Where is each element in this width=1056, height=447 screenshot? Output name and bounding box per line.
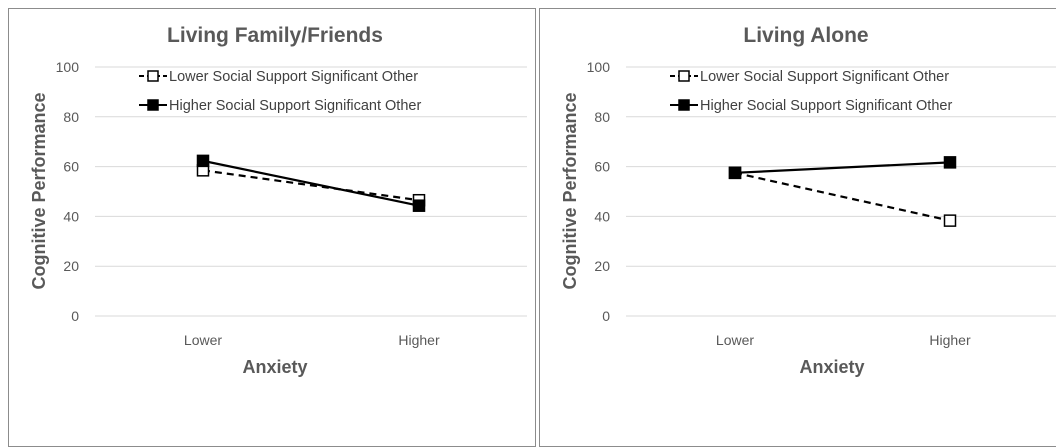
y-tick-label: 20 [63,258,79,274]
y-tick-label: 40 [594,208,610,224]
y-axis-title: Cognitive Performance [29,92,49,289]
x-tick-label: Lower [184,332,222,348]
data-point [412,199,426,212]
series-layer [728,156,957,227]
chart-panel-living-alone: Living Alone Anxiety Cognitive Performan… [539,8,1056,447]
y-tick-label: 60 [63,159,79,175]
legend-label: Lower Social Support Significant Other [169,69,418,85]
chart-living-family-friends: Living Family/Friends Anxiety Cognitive … [29,24,527,377]
series-line [734,171,951,222]
legend-marker [147,70,159,82]
series-layer [196,154,426,212]
data-point [943,214,957,227]
gridlines [95,66,527,317]
legend: Lower Social Support Significant Other Hi… [139,69,421,114]
x-tick-labels: Lower Higher [184,332,440,348]
y-tick-labels: 0 20 40 60 80 100 [56,59,80,324]
y-tick-labels: 0 20 40 60 80 100 [587,59,611,324]
legend: Lower Social Support Significant Other Hi… [670,69,952,114]
y-tick-label: 0 [602,308,610,324]
y-tick-label: 0 [71,308,79,324]
y-tick-label: 60 [594,159,610,175]
data-point [728,166,742,180]
y-tick-label: 100 [587,59,611,75]
chart-living-alone: Living Alone Anxiety Cognitive Performan… [560,24,1056,377]
series-line [734,161,951,174]
legend-label: Lower Social Support Significant Other [700,69,949,85]
series-line [202,159,420,207]
gridlines [626,66,1056,317]
y-tick-label: 80 [594,109,610,125]
y-tick-label: 100 [56,59,80,75]
legend-item: Higher Social Support Significant Other [139,98,421,114]
x-tick-label: Lower [716,332,754,348]
legend-marker [678,99,690,111]
legend-marker [147,99,159,111]
y-axis-title: Cognitive Performance [560,92,580,289]
y-tick-label: 20 [594,258,610,274]
chart-title: Living Family/Friends [167,24,383,47]
chart-title: Living Alone [743,24,868,47]
chart-panel-living-family-friends: Living Family/Friends Anxiety Cognitive … [8,8,536,447]
x-tick-label: Higher [929,332,971,348]
data-point [196,154,210,168]
legend-marker [678,70,690,82]
legend-item: Higher Social Support Significant Other [670,98,952,114]
legend-item: Lower Social Support Significant Other [139,69,418,85]
x-axis-title: Anxiety [242,357,307,377]
y-tick-label: 80 [63,109,79,125]
legend-item: Lower Social Support Significant Other [670,69,949,85]
x-tick-labels: Lower Higher [716,332,971,348]
series-line [202,169,420,202]
x-tick-label: Higher [398,332,440,348]
y-tick-label: 40 [63,208,79,224]
data-point [943,156,957,169]
x-axis-title: Anxiety [799,357,864,377]
legend-label: Higher Social Support Significant Other [169,98,421,114]
legend-label: Higher Social Support Significant Other [700,98,952,114]
